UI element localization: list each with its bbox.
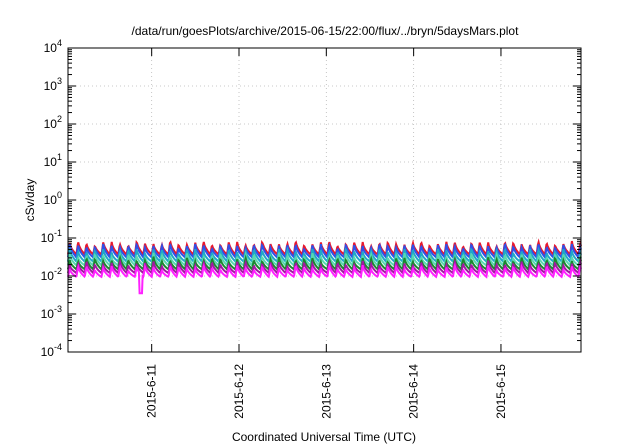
x-tick-label: 2015-6-14 <box>407 364 421 419</box>
x-tick-label: 2015-6-13 <box>319 364 333 419</box>
y-tick-label: 100 <box>44 190 62 207</box>
series-line <box>67 258 582 276</box>
grid <box>68 48 581 352</box>
y-tick-label: 102 <box>44 114 62 131</box>
x-tick-label: 2015-6-15 <box>494 364 508 419</box>
y-tick-label: 104 <box>44 38 62 55</box>
y-tick-label: 103 <box>44 76 62 93</box>
y-tick-label: 10-4 <box>41 342 62 359</box>
y-tick-label: 10-3 <box>41 304 62 321</box>
x-tick-label: 2015-6-11 <box>145 364 159 418</box>
y-tick-label: 101 <box>44 152 62 169</box>
y-tick-label: 10-2 <box>41 266 62 283</box>
series-line <box>67 262 582 295</box>
ticks: 104 103 102 101 100 10-1 10-2 10-3 10-4 2015-6-11… <box>41 38 581 419</box>
chart-title: /data/run/goesPlots/archive/2015-06-15/2… <box>132 24 520 38</box>
x-tick-label: 2015-6-12 <box>232 364 246 419</box>
y-axis-label: cSv/day <box>23 179 37 222</box>
series-line <box>67 254 582 272</box>
x-axis-label: Coordinated Universal Time (UTC) <box>232 430 416 444</box>
y-tick-label: 10-1 <box>41 228 62 245</box>
series-layer <box>67 238 582 295</box>
